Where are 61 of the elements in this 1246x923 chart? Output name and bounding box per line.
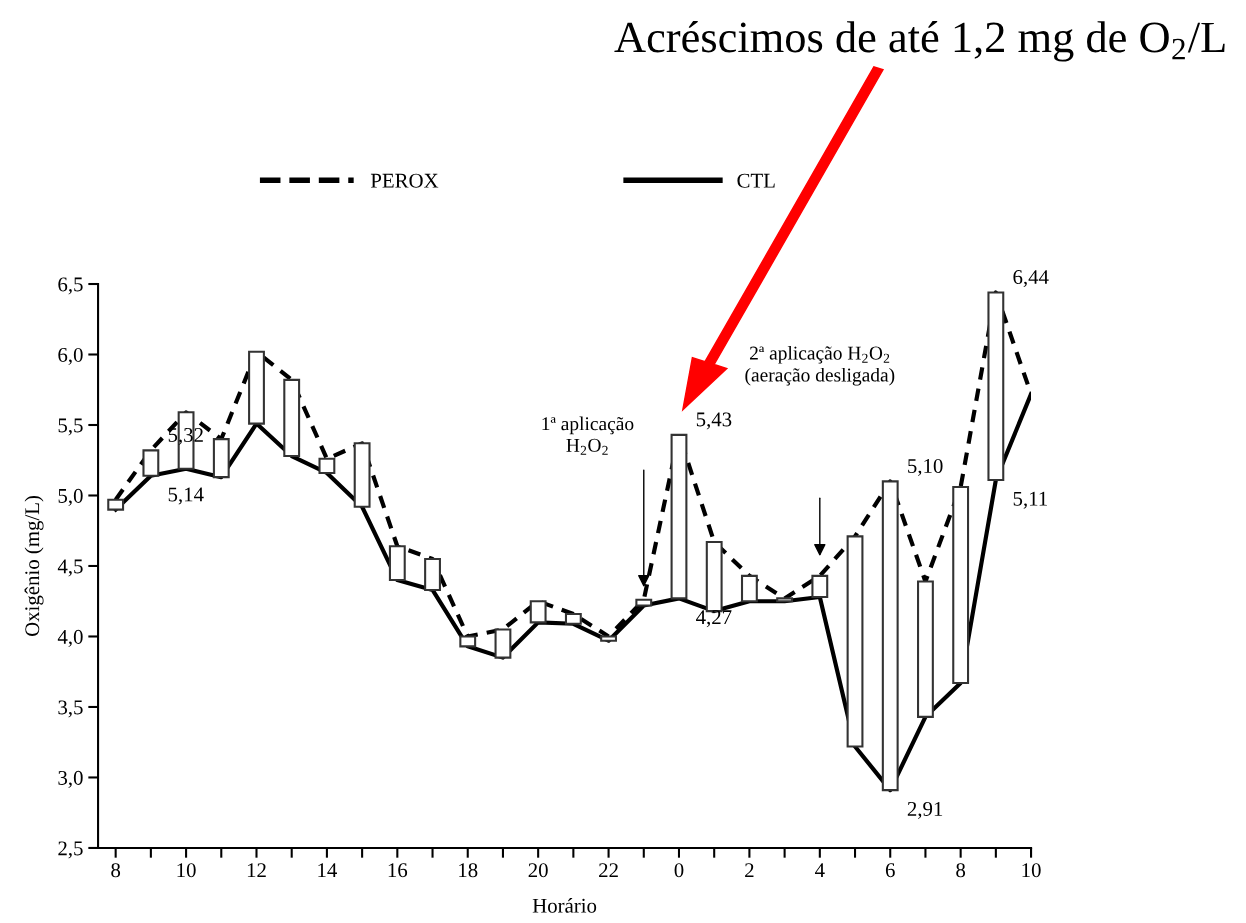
bar [142, 449, 160, 477]
x-tick-label: 10 [1022, 863, 1041, 878]
data-label: 5,10 [908, 458, 943, 476]
legend-label: PEROX [370, 173, 439, 188]
x-axis-title: Horário [532, 898, 597, 913]
x-tick-label: 8 [956, 863, 966, 878]
annotation: 1ª aplicação H$_{2}$O$_{2}$ [542, 416, 634, 455]
bar [917, 580, 934, 718]
y-tick-label: 2,5 [58, 841, 83, 859]
bar [881, 480, 899, 792]
x-tick-label: 6 [885, 863, 895, 878]
bar [388, 545, 406, 582]
x-tick-label: 2 [745, 863, 754, 877]
bar [248, 350, 265, 425]
bar [987, 291, 1005, 482]
bar [283, 378, 301, 458]
bar [952, 485, 970, 685]
x-tick-label: 4 [815, 863, 825, 877]
bar [212, 438, 230, 479]
x-tick-label: 0 [674, 863, 684, 878]
annotation: 2ª aplicação H$_{2}$O$_{2}$ (aeração desligada) [745, 345, 895, 386]
bar [424, 557, 441, 591]
data-label: 5,43 [696, 412, 732, 430]
x-tick-label: 8 [111, 863, 121, 878]
y-axis-title: Oxigênio (mg/L) [24, 496, 44, 636]
y-tick-label: 4,0 [57, 629, 83, 647]
bar [776, 597, 794, 603]
bar [600, 635, 618, 642]
bar [846, 535, 864, 748]
bar [811, 574, 829, 599]
bar [670, 433, 688, 600]
x-tick-label: 14 [318, 863, 337, 877]
bar [564, 612, 582, 625]
bar [107, 498, 125, 511]
data-label: 6,44 [1013, 270, 1049, 288]
data-label: 5,11 [1013, 491, 1047, 509]
x-tick-label: 10 [177, 863, 196, 878]
x-tick-label: 18 [459, 863, 478, 878]
x-tick-label: 16 [388, 863, 408, 878]
y-tick-label: 3,0 [58, 770, 83, 788]
bar [353, 442, 371, 508]
x-tick-label: 12 [247, 863, 266, 877]
legend-label: CTL [737, 173, 775, 188]
bar [459, 635, 477, 648]
y-tick-label: 6,0 [58, 347, 83, 365]
bar [635, 598, 653, 607]
data-label: 4,27 [696, 610, 732, 628]
bar [529, 600, 547, 624]
x-tick-label: 20 [528, 863, 548, 878]
y-tick-label: 4,5 [57, 559, 83, 577]
x-tick-label: 22 [599, 863, 618, 877]
bar [740, 574, 758, 603]
y-tick-label: 3,5 [58, 700, 83, 718]
data-label: 5,14 [168, 487, 204, 505]
y-tick-label: 5,5 [58, 418, 83, 436]
chart-title: Acréscimos de até 1,2 mg de O$_{2}$/L [614, 21, 1225, 62]
bar [318, 457, 336, 474]
y-tick-label: 5,0 [58, 488, 83, 506]
data-label: 2,91 [907, 801, 943, 819]
bar [494, 628, 512, 659]
y-tick-label: 6,5 [58, 277, 83, 295]
